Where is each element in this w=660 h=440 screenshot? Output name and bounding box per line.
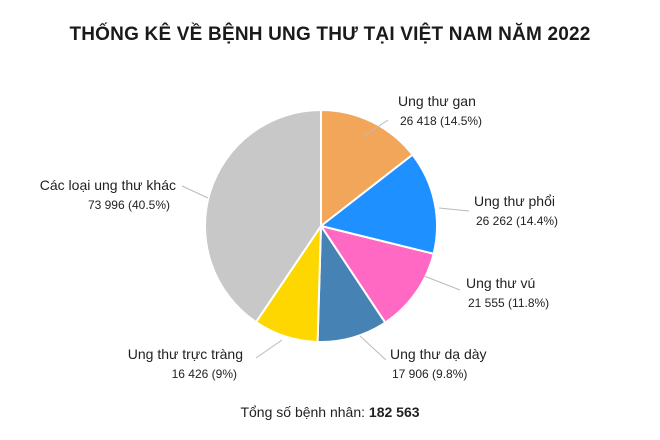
slice-label-3: Ung thư vú [466,275,535,291]
leader-line-4 [359,335,387,361]
slice-value-6: 73 996 (40.5%) [88,198,170,212]
slice-label-5: Ung thư trực tràng [128,346,243,362]
slice-value-2: 26 262 (14.4%) [476,214,558,228]
slice-value-1: 26 418 (14.5%) [400,114,482,128]
leader-line-6 [181,185,209,199]
pie-slice-6 [204,108,322,324]
slice-value-3: 21 555 (11.8%) [468,296,549,310]
slice-label-6: Các loại ung thư khác [40,177,176,193]
pie-slice-3 [318,224,435,324]
leader-line-2 [438,207,470,212]
slice-label-2: Ung thư phổi [474,193,555,209]
total-patients: Tổng số bệnh nhân: 182 563 [0,404,660,420]
chart-title: THỐNG KÊ VỀ BỆNH UNG THƯ TẠI VIỆT NAM NĂ… [69,24,591,45]
slice-value-4: 17 906 (9.8%) [392,367,467,381]
slice-label-4: Ung thư dạ dày [390,346,487,362]
leader-line-5 [255,339,283,359]
slice-label-1: Ung thư gan [398,93,476,109]
total-value: 182 563 [368,404,420,420]
pie-slice-2 [318,153,438,256]
leader-line-3 [423,275,461,291]
leader-line-1 [363,119,389,137]
slice-value-5: 16 426 (9%) [172,367,237,381]
pie-slice-1 [320,108,414,229]
total-label: Tổng số bệnh nhân: [240,404,366,420]
